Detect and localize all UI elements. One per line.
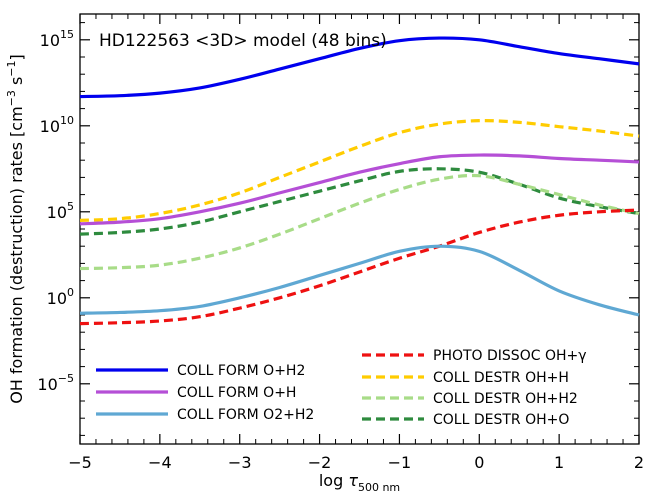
y-label-end: ]: [7, 54, 26, 60]
legend-label: COLL FORM O+H2: [177, 363, 305, 379]
x-tick-label: −3: [228, 453, 252, 472]
y-tick-base: 10: [40, 31, 60, 50]
y-tick-label: 10−5: [37, 372, 74, 394]
legend-label: COLL DESTR OH+O: [433, 412, 569, 428]
y-tick-exp: 15: [60, 28, 74, 41]
x-tick-label: 0: [474, 453, 484, 472]
x-label-sub: 500 nm: [358, 481, 400, 494]
y-label-main: OH formation (destruction) rates [cm: [7, 106, 26, 403]
y-tick-exp: 0: [67, 286, 74, 299]
y-tick-label: 105: [47, 200, 74, 222]
x-tick-label: −4: [148, 453, 172, 472]
series-layer: [79, 36, 640, 326]
series-line: [79, 118, 640, 222]
y-tick-label: 1015: [40, 28, 74, 50]
legend-label: COLL FORM O2+H2: [177, 407, 314, 423]
x-label-tau: τ: [348, 471, 358, 490]
y-axis-label: OH formation (destruction) rates [cm−3 s…: [5, 54, 26, 404]
series-line: [79, 167, 640, 236]
legend-label: COLL DESTR OH+H2: [433, 391, 578, 407]
x-tick-label: −5: [68, 453, 92, 472]
y-tick-base: 10: [37, 375, 57, 394]
y-tick-label: 1010: [40, 114, 74, 136]
x-tick-label: −1: [388, 453, 412, 472]
series-line: [79, 153, 640, 226]
y-label-mid: s: [7, 77, 26, 90]
chart-title: HD122563 <3D> model (48 bins): [99, 31, 387, 51]
y-tick-exp: 5: [67, 200, 74, 213]
x-tick-label: 2: [634, 453, 644, 472]
y-label-exp: −1: [5, 60, 18, 76]
series-line: [79, 36, 640, 99]
y-tick-label: 100: [47, 286, 74, 308]
legend-label: PHOTO DISSOC OH+γ: [433, 348, 587, 364]
y-tick-base: 10: [47, 203, 67, 222]
x-axis-label: log τ500 nm: [319, 471, 400, 494]
x-tick-label: 1: [554, 453, 564, 472]
series-line: [79, 173, 640, 271]
y-label-exp: −3: [5, 90, 18, 106]
y-tick-base: 10: [40, 117, 60, 136]
x-label-prefix: log: [319, 471, 348, 490]
x-tick-label: −2: [308, 453, 332, 472]
y-tick-base: 10: [47, 289, 67, 308]
legend-label: COLL FORM O+H: [177, 385, 296, 401]
series-line: [79, 208, 640, 326]
y-tick-exp: −5: [58, 372, 74, 385]
y-tick-exp: 10: [60, 114, 74, 127]
legend: COLL FORM O+H2 COLL FORM O+H COLL FORM O2+…: [96, 348, 587, 428]
series-line: [79, 244, 640, 317]
legend-label: COLL DESTR OH+H: [433, 370, 569, 386]
